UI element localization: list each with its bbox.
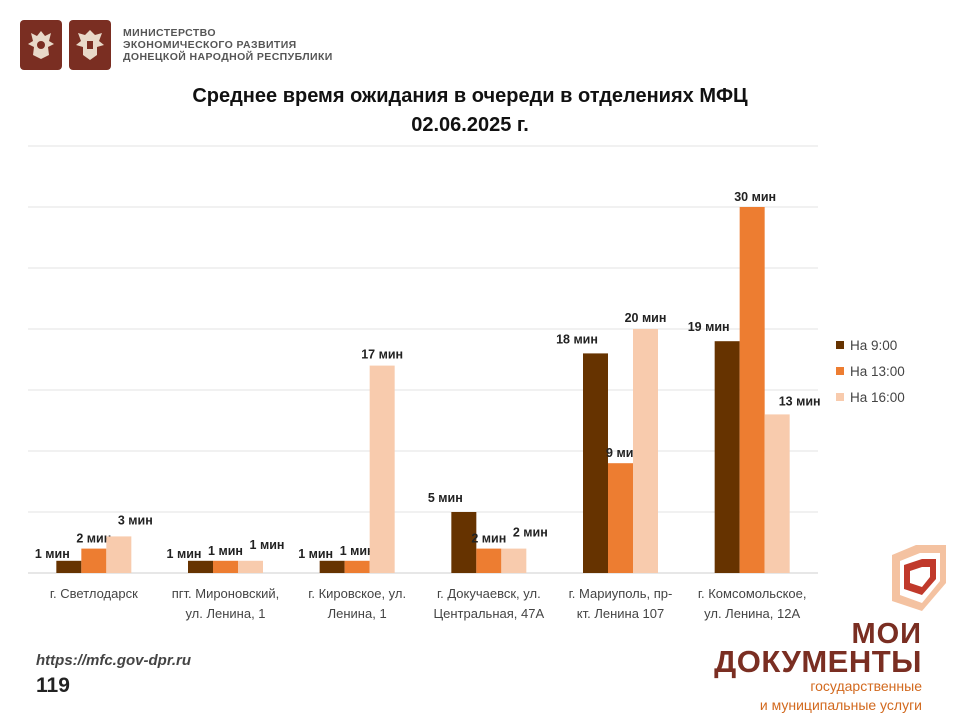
bar	[56, 560, 82, 573]
ministry-line: ЭКОНОМИЧЕСКОГО РАЗВИТИЯ	[123, 39, 297, 51]
category-label-line: Центральная, 47А	[433, 606, 545, 621]
bar	[213, 560, 238, 573]
data-label: 2 мин	[471, 532, 506, 546]
data-label: 13 мин	[779, 394, 821, 408]
data-label: 19 мин	[688, 320, 730, 334]
category-label-line: г. Кировское, ул.	[308, 586, 407, 601]
bar	[583, 353, 608, 573]
bar	[608, 463, 633, 573]
chart-title-block: Среднее время ожидания в очереди в отдел…	[100, 82, 840, 140]
legend-swatch	[836, 341, 844, 349]
legend-label: На 16:00	[850, 389, 905, 405]
bar	[714, 341, 740, 573]
category-label: пгт. Мироновский, ул. Ленина, 1	[161, 584, 291, 624]
bar	[238, 560, 263, 573]
brand-line2: ДОКУМЕНТЫ	[714, 644, 922, 679]
data-label: 9 мин	[606, 446, 641, 460]
brand-text: МОИ ДОКУМЕНТЫ государственные и муниципа…	[714, 619, 922, 713]
ministry-line: ДОНЕЦКОЙ НАРОДНОЙ РЕСПУБЛИКИ	[123, 51, 333, 63]
bar	[319, 560, 345, 573]
data-label: 2 мин	[513, 526, 548, 540]
bar	[739, 207, 765, 573]
bar	[81, 548, 107, 573]
data-label: 18 мин	[556, 332, 598, 346]
bar	[451, 512, 477, 573]
data-label: 1 мин	[35, 547, 70, 561]
dpr-coat-of-arms-icon	[69, 20, 111, 70]
bar	[106, 536, 132, 573]
website-link[interactable]: https://mfc.gov-dpr.ru	[36, 652, 191, 669]
data-label: 1 мин	[208, 544, 243, 558]
bar	[188, 560, 213, 573]
data-label: 1 мин	[298, 547, 333, 561]
brand-tagline1: государственные	[810, 678, 922, 694]
bar	[476, 548, 502, 573]
legend-item: На 9:00	[836, 332, 905, 358]
data-label: 1 мин	[250, 538, 285, 552]
category-label: г. Светлодарск	[29, 584, 159, 604]
bar	[344, 560, 370, 573]
legend-item: На 13:00	[836, 358, 905, 384]
ministry-name: МИНИСТЕРСТВО ЭКОНОМИЧЕСКОГО РАЗВИТИЯ ДОН…	[123, 27, 333, 63]
chart-title: Среднее время ожидания в очереди в отдел…	[192, 85, 748, 107]
data-label: 5 мин	[428, 491, 463, 505]
category-label-line: пгт. Мироновский,	[171, 586, 280, 601]
data-label: 1 мин	[340, 544, 375, 558]
category-label-line: г. Светлодарск	[49, 586, 138, 601]
category-label-line: Ленина, 1	[327, 606, 387, 621]
category-label: г. Мариуполь, пр-кт. Ленина 107	[556, 584, 686, 624]
moi-dokumenty-logo-icon	[890, 543, 948, 618]
category-label-line: ул. Ленина, 12А	[704, 606, 801, 621]
category-label: г. Докучаевск, ул. Центральная, 47А	[424, 584, 554, 624]
page-number: 119	[36, 674, 70, 697]
legend-label: На 13:00	[850, 363, 905, 379]
category-label: г. Кировское, ул. Ленина, 1	[292, 584, 422, 624]
ministry-line: МИНИСТЕРСТВО	[123, 27, 216, 39]
legend-swatch	[836, 393, 844, 401]
bar	[764, 414, 790, 573]
category-label: г. Комсомольское, ул. Ленина, 12А	[687, 584, 817, 624]
header: МИНИСТЕРСТВО ЭКОНОМИЧЕСКОГО РАЗВИТИЯ ДОН…	[20, 20, 333, 72]
category-label-line: г. Докучаевск, ул.	[436, 586, 541, 601]
bar	[501, 548, 527, 573]
bar	[369, 365, 395, 573]
bar	[633, 329, 658, 573]
data-label: 17 мин	[361, 348, 403, 362]
legend-label: На 9:00	[850, 337, 898, 353]
data-label: 1 мин	[167, 547, 202, 561]
category-label-line: г. Комсомольское,	[697, 586, 807, 601]
legend-swatch	[836, 367, 844, 375]
category-label-line: кт. Ленина 107	[576, 606, 665, 621]
brand-tagline2: и муниципальные услуги	[759, 697, 922, 713]
data-label: 3 мин	[118, 513, 153, 527]
category-label-line: г. Мариуполь, пр-	[568, 586, 673, 601]
legend-item: На 16:00	[836, 384, 905, 410]
brand-line1: МОИ	[851, 618, 922, 650]
data-label: 2 мин	[76, 532, 111, 546]
russia-coat-of-arms-icon	[20, 20, 62, 70]
chart-subtitle: 02.06.2025 г.	[411, 114, 529, 136]
data-label: 30 мин	[734, 190, 776, 204]
category-label-line: ул. Ленина, 1	[185, 606, 266, 621]
data-label: 20 мин	[625, 311, 667, 325]
chart-legend: На 9:00 На 13:00 На 16:00	[836, 332, 905, 410]
